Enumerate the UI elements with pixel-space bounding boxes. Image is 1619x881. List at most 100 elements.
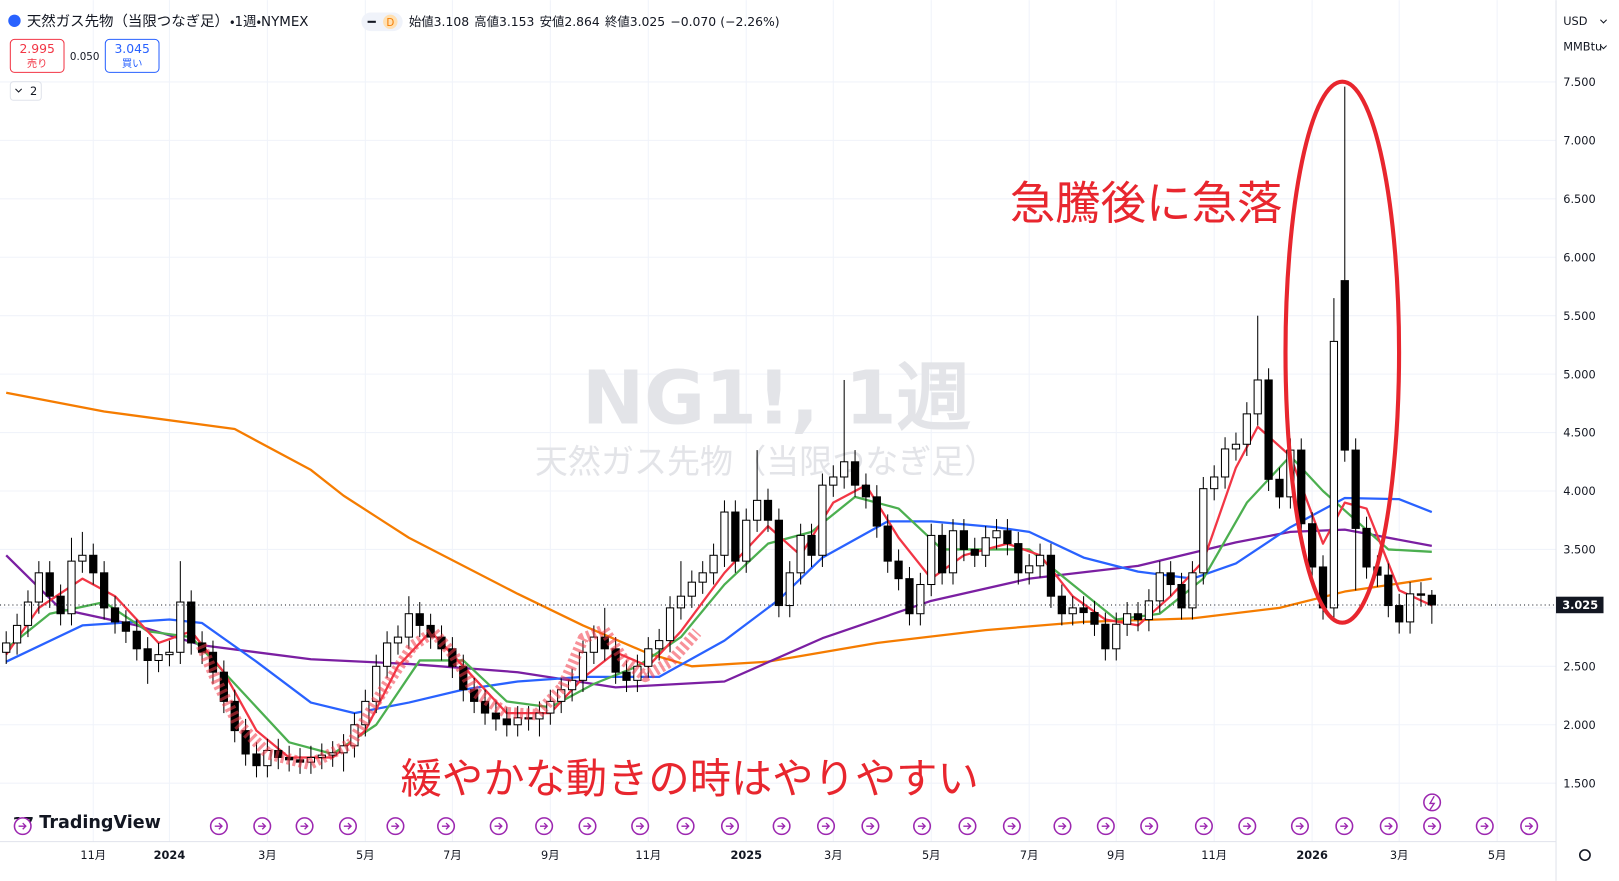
candle-body <box>763 499 773 521</box>
candle-body <box>720 511 729 556</box>
candle-body <box>785 572 794 607</box>
candle-body <box>56 595 65 615</box>
x-tick-label: 2026 <box>1296 848 1328 862</box>
candle-body <box>1242 413 1251 445</box>
header: 天然ガス先物（当限つなぎ足） ・1週・NYMEX <box>27 13 309 30</box>
watermark-title: 天然ガス先物（当限つなぎ足） <box>535 442 997 481</box>
symbol-icon <box>8 14 21 27</box>
sell-price: 2.995 <box>19 41 54 56</box>
candle-body <box>415 613 424 626</box>
event-arrow <box>1007 822 1016 830</box>
y-tick-label: 6.000 <box>1563 250 1595 264</box>
event-arrow <box>1295 822 1304 830</box>
candle-body <box>916 583 925 615</box>
candle-body <box>1253 379 1262 415</box>
change-pct: (−2.26%) <box>720 14 779 29</box>
flag-badge <box>383 14 398 30</box>
candle-body <box>1220 448 1230 478</box>
ohlc-value: 3.108 <box>434 14 470 29</box>
event-arrow <box>866 822 875 830</box>
candle-body <box>121 621 131 632</box>
logo-text: TradingView <box>39 813 161 833</box>
event-arrow <box>1340 822 1349 830</box>
source-flag: D <box>386 17 394 29</box>
indicator-toggle[interactable] <box>9 81 42 101</box>
candle-body <box>78 554 87 562</box>
x-tick-label: 3月 <box>1390 848 1409 862</box>
candle-body <box>154 654 163 661</box>
candle-body <box>1144 600 1154 621</box>
x-tick-label: 7月 <box>1020 848 1039 862</box>
candle-body <box>1155 572 1164 602</box>
event-arrow <box>1427 822 1437 830</box>
event-arrow <box>1101 822 1110 830</box>
event-arrow <box>391 822 400 830</box>
y-tick-label: 4.500 <box>1563 426 1595 440</box>
candle-body <box>1297 449 1306 525</box>
candle-body <box>1133 613 1143 621</box>
pill-dash <box>367 20 376 23</box>
currency[interactable]: USD <box>1563 14 1588 28</box>
y-tick-label: 5.500 <box>1563 309 1595 323</box>
candle-body <box>393 636 403 644</box>
spread: 0.050 <box>70 51 100 63</box>
candle-body <box>2 642 11 653</box>
annotation: 緩やかな動きの時はやりやすい <box>401 755 979 803</box>
sell-button[interactable] <box>9 38 65 73</box>
candle-body <box>709 554 718 574</box>
candle-body <box>187 601 196 644</box>
y-tick-label: 5.000 <box>1563 367 1595 381</box>
x-tick-label: 5月 <box>922 848 941 862</box>
candle-body <box>774 519 784 607</box>
candle-body <box>1275 478 1284 498</box>
event-arrow <box>1058 822 1067 830</box>
candle-body <box>23 601 33 626</box>
candle-body <box>382 642 392 667</box>
candle-body <box>937 534 947 574</box>
candle-body <box>132 630 141 650</box>
candle-body <box>1188 572 1197 609</box>
candle-body <box>12 624 22 644</box>
candle-body <box>513 717 522 726</box>
x-tick-label: 11月 <box>80 848 106 862</box>
event-arrow <box>1199 822 1208 830</box>
candle-body <box>502 718 511 726</box>
event-arrow <box>441 822 451 830</box>
candle-body <box>665 607 675 642</box>
candle-body <box>1231 443 1241 450</box>
candle-body <box>110 607 120 623</box>
event-icon[interactable] <box>1423 793 1442 812</box>
candle-body <box>905 578 914 615</box>
change: −0.070 <box>670 14 716 29</box>
candle-body <box>981 537 990 556</box>
chevron <box>1600 19 1607 50</box>
candle-body <box>970 548 979 556</box>
candle-body <box>1003 530 1012 545</box>
candle-body <box>850 461 860 486</box>
candle-body <box>100 572 109 609</box>
candle-body <box>1210 476 1219 490</box>
candle-body <box>687 581 696 597</box>
settings-icon[interactable] <box>1578 849 1591 861</box>
candle-body <box>676 595 686 609</box>
event-arrow <box>917 822 927 830</box>
event-arrow <box>540 822 549 830</box>
candle-body <box>742 519 751 562</box>
candle-body <box>807 534 816 556</box>
candle-body <box>948 530 958 574</box>
candle-body <box>1416 593 1426 596</box>
buy-button[interactable] <box>104 38 160 73</box>
candle-body <box>644 648 653 667</box>
last-price-label: 3.025 <box>1562 598 1598 612</box>
unit[interactable]: MMBtu <box>1563 40 1602 54</box>
y-tick-label: 4.000 <box>1563 484 1595 498</box>
y-tick-label: 7.000 <box>1563 134 1595 148</box>
buy-price: 3.045 <box>114 41 149 56</box>
event-arrow <box>18 822 27 830</box>
x-tick-label: 2025 <box>730 848 762 862</box>
y-tick-label: 6.500 <box>1563 192 1595 206</box>
y-tick-label: 7.500 <box>1563 75 1595 89</box>
